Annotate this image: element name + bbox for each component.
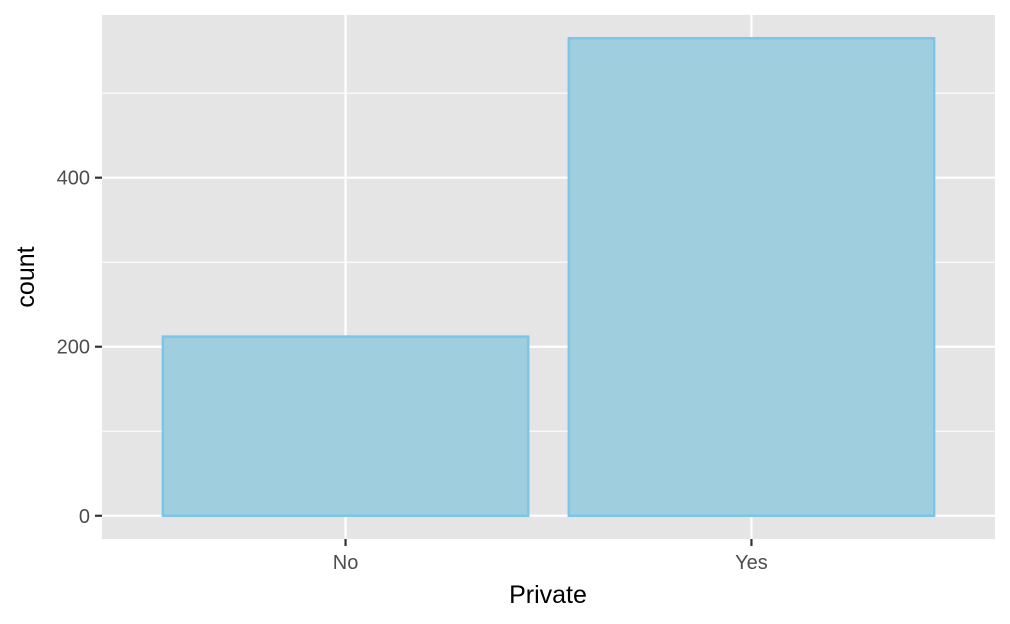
bar-yes [567,36,936,518]
x-tick-label: Yes [735,552,768,574]
y-tick-label: 400 [57,168,90,190]
bars [161,36,936,518]
y-axis: 0 200 400 [57,168,102,528]
x-axis: No Yes [333,539,768,574]
bar-no [161,335,530,518]
y-tick-label: 200 [57,337,90,359]
x-axis-title: Private [509,581,587,609]
y-tick-label: 0 [79,506,90,528]
y-axis-title: count [12,246,40,307]
x-tick-label: No [333,552,359,574]
